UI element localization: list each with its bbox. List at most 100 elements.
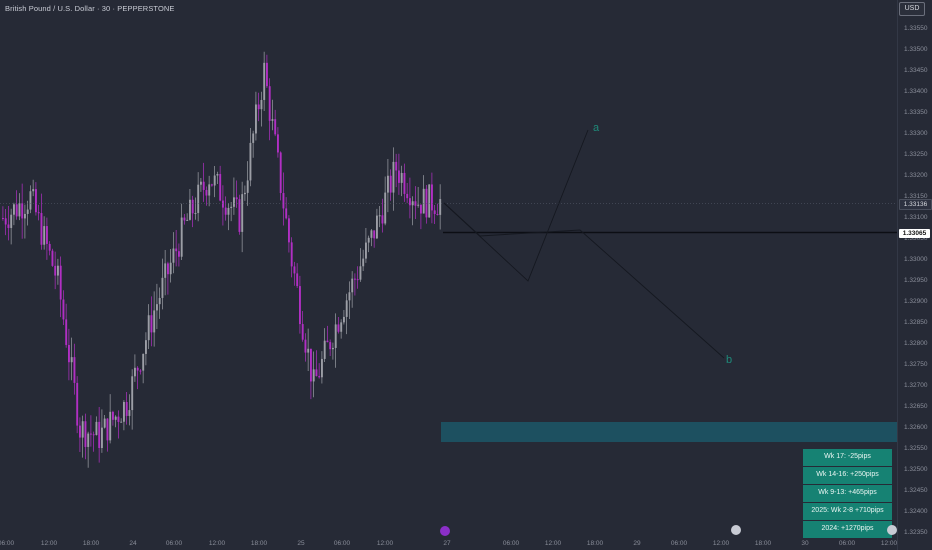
price-tick-label: 1.33300 xyxy=(904,130,928,137)
candle-body xyxy=(439,199,442,215)
candle-body xyxy=(46,226,48,244)
flag-icon[interactable] xyxy=(887,525,897,535)
time-tick-label: 30 xyxy=(801,540,809,547)
candle-body xyxy=(431,184,433,211)
candle-body xyxy=(65,319,68,345)
time-tick-label: 27 xyxy=(443,540,451,547)
candle-body xyxy=(370,230,373,238)
price-tick-label: 1.33450 xyxy=(904,67,928,74)
price-tick-label: 1.32950 xyxy=(904,277,928,284)
event-icon[interactable] xyxy=(440,526,450,536)
price-tick-label: 1.33500 xyxy=(904,46,928,53)
price-tick-label: 1.32650 xyxy=(904,403,928,410)
candle-body xyxy=(436,213,439,215)
candle-body xyxy=(106,418,109,441)
candle-body xyxy=(411,201,414,206)
candle-body xyxy=(92,434,95,436)
candle-body xyxy=(103,418,106,428)
candle-body xyxy=(90,433,92,435)
price-tick-label: 1.32350 xyxy=(904,529,928,536)
stat-row: Wk 17: -25pips xyxy=(803,449,892,466)
candle-body xyxy=(167,263,169,275)
candle-body xyxy=(260,99,263,110)
candle-body xyxy=(263,62,266,100)
candle-body xyxy=(51,250,54,266)
candle-body xyxy=(131,376,134,411)
candle-body xyxy=(299,286,301,325)
price-zone-rectangle xyxy=(441,422,897,442)
candle-body xyxy=(400,172,403,183)
stat-row: Wk 14-16: +250pips xyxy=(803,467,892,484)
candle-body xyxy=(158,297,161,305)
candle-body xyxy=(329,342,332,350)
candle-body xyxy=(2,218,4,219)
candle-body xyxy=(172,248,175,263)
candle-body xyxy=(180,217,183,257)
candle-body xyxy=(202,181,205,190)
candle-body xyxy=(268,86,271,121)
candle-body xyxy=(114,416,117,420)
candle-body xyxy=(81,421,84,438)
stat-row: Wk 9-13: +465pips xyxy=(803,485,892,502)
candle-body xyxy=(392,161,395,193)
candle-body xyxy=(246,180,249,193)
candle-body xyxy=(359,266,362,280)
candle-body xyxy=(84,421,87,447)
candle-body xyxy=(10,214,13,228)
line-price-tag: 1.33065 xyxy=(899,229,930,238)
stat-row: 2024: +1270pips xyxy=(803,521,892,538)
time-tick-label: 12:00 xyxy=(880,540,898,547)
candle-body xyxy=(365,242,367,259)
candle-body xyxy=(123,401,125,422)
candle-body xyxy=(125,401,128,416)
candle-body xyxy=(87,433,90,447)
candle-body xyxy=(326,340,329,343)
price-tick-label: 1.32450 xyxy=(904,487,928,494)
candle-body xyxy=(112,411,114,420)
candle-body xyxy=(109,411,112,441)
candle-body xyxy=(156,304,158,311)
candle-body xyxy=(128,410,131,416)
candle-body xyxy=(7,224,10,228)
candle-body xyxy=(403,172,406,194)
candle-body xyxy=(373,230,376,239)
flag-icon[interactable] xyxy=(731,525,741,535)
candle-body xyxy=(164,263,167,278)
candle-body xyxy=(150,315,153,333)
candle-body xyxy=(277,134,279,153)
candle-body xyxy=(244,192,246,195)
price-axis-divider xyxy=(897,0,898,550)
candle-body xyxy=(387,175,389,193)
currency-button[interactable]: USD xyxy=(899,2,925,16)
candle-body xyxy=(48,243,51,251)
candle-body xyxy=(35,189,37,213)
candle-body xyxy=(362,258,365,267)
candle-body xyxy=(161,277,164,298)
candle-body xyxy=(95,421,98,436)
candle-body xyxy=(145,340,147,354)
candle-body xyxy=(169,262,172,275)
candle-body xyxy=(26,209,29,214)
time-tick-label: 06:00 xyxy=(333,540,351,547)
candle-body xyxy=(194,212,197,214)
price-tick-label: 1.33100 xyxy=(904,214,928,221)
candle-body xyxy=(318,376,321,378)
candle-body xyxy=(211,184,213,186)
price-tick-label: 1.32700 xyxy=(904,382,928,389)
time-tick-label: 29 xyxy=(633,540,641,547)
candle-body xyxy=(290,242,293,267)
candle-body xyxy=(406,193,409,199)
candle-body xyxy=(285,208,288,219)
candle-body xyxy=(79,425,81,438)
time-tick-label: 12:00 xyxy=(712,540,730,547)
time-tick-label: 06:00 xyxy=(165,540,183,547)
candle-body xyxy=(101,427,103,449)
candle-body xyxy=(222,200,224,208)
candle-body xyxy=(120,421,123,423)
candle-body xyxy=(227,207,230,215)
performance-stats-panel: Wk 17: -25pips Wk 14-16: +250pips Wk 9-1… xyxy=(803,449,892,539)
candle-body xyxy=(136,367,139,371)
candle-body xyxy=(70,357,73,363)
